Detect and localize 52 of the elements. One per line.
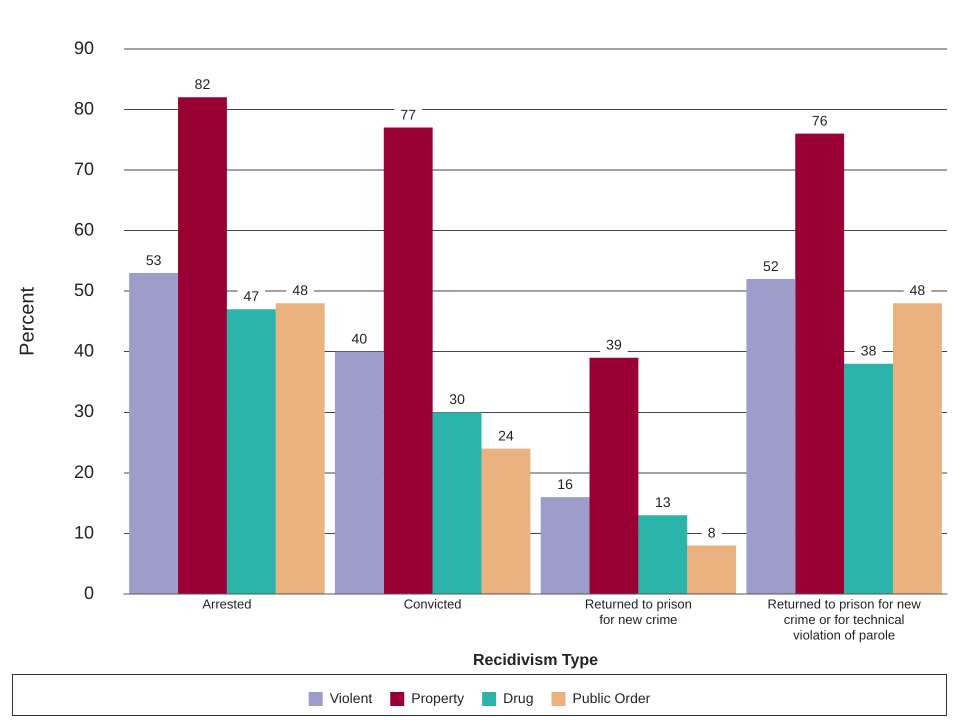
y-tick-label: 20 <box>74 462 94 482</box>
data-label: 48 <box>910 282 926 298</box>
bar <box>129 272 178 594</box>
y-tick-label: 50 <box>74 280 94 300</box>
y-tick-label: 70 <box>74 158 94 179</box>
data-label: 30 <box>449 391 466 408</box>
y-tick-label: 40 <box>74 340 94 361</box>
bar <box>638 515 688 594</box>
x-axis-title: Recidivism Type <box>472 652 598 669</box>
bar <box>590 358 638 594</box>
bar <box>276 303 325 594</box>
bar <box>795 134 844 594</box>
bar <box>384 128 433 594</box>
data-label: 40 <box>352 330 368 347</box>
y-tick-label: 80 <box>74 98 94 118</box>
y-tick-label: 30 <box>74 401 94 422</box>
bar <box>746 278 796 594</box>
bar <box>687 546 736 594</box>
x-tick-label: Convicted <box>404 596 462 612</box>
y-axis-title: Percent <box>16 286 39 356</box>
bar <box>178 97 227 594</box>
legend-label: Drug <box>503 690 534 706</box>
data-label: 8 <box>708 524 716 540</box>
bar <box>226 309 276 594</box>
data-label: 76 <box>812 112 828 128</box>
y-tick-label: 10 <box>74 522 94 542</box>
data-label: 82 <box>194 76 210 92</box>
y-tick-label: 90 <box>74 38 94 58</box>
legend-label: Property <box>411 690 464 706</box>
bar <box>540 497 590 594</box>
legend-label: Public Order <box>572 690 651 706</box>
bar <box>892 303 942 594</box>
bar <box>482 448 530 594</box>
data-label: 47 <box>244 288 260 304</box>
data-label: 53 <box>146 252 162 268</box>
data-label: 52 <box>763 258 779 274</box>
y-tick-label: 0 <box>84 582 94 603</box>
data-label: 24 <box>498 427 514 444</box>
data-label: 77 <box>400 106 416 122</box>
data-label: 39 <box>606 336 622 353</box>
data-label: 38 <box>860 342 877 359</box>
data-label: 48 <box>292 282 308 298</box>
y-tick-label: 60 <box>74 220 94 240</box>
legend-label: Violent <box>330 690 372 706</box>
data-label: 13 <box>655 494 671 510</box>
bar <box>844 364 893 594</box>
x-tick-label: Returned to prison for new crime <box>584 596 692 627</box>
data-label: 16 <box>557 476 574 492</box>
x-tick-label: Arrested <box>202 596 252 612</box>
bar <box>432 412 482 594</box>
x-tick-label: Returned to prison for new crime or for technical violation of parole <box>768 596 922 643</box>
bar <box>334 352 384 594</box>
